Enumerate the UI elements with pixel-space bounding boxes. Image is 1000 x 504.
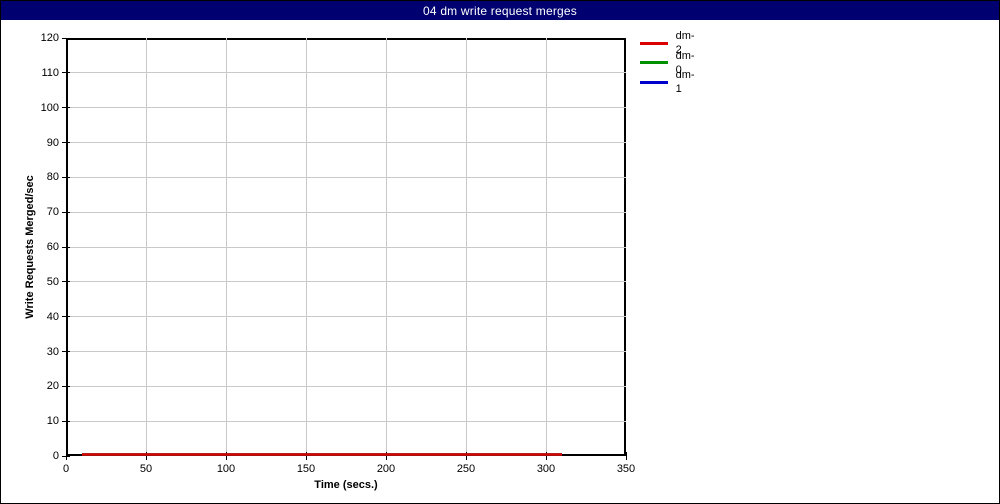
y-tick-label: 90 [46, 136, 59, 149]
legend-item-dm-2: dm-2 [640, 30, 698, 56]
horizontal-gridline [66, 72, 626, 74]
x-axis-tick [225, 452, 227, 460]
x-axis-tick [545, 452, 547, 460]
legend-item-dm-0: dm-0 [640, 50, 698, 76]
y-tick-label: 120 [40, 32, 59, 44]
y-tick-label: 50 [46, 275, 59, 288]
x-axis-tick [625, 452, 627, 460]
x-axis-tick [145, 452, 147, 460]
y-axis-tick [62, 281, 70, 283]
legend-line-swatch [640, 41, 668, 45]
window-title-bar: 04 dm write request merges [1, 1, 999, 20]
horizontal-gridline [66, 246, 626, 248]
y-axis-tick [62, 385, 70, 387]
horizontal-gridline [66, 142, 626, 143]
chart-title: 04 dm write request merges [423, 3, 577, 18]
horizontal-gridline [66, 211, 626, 213]
x-axis-tick [385, 452, 387, 460]
y-tick-label: 100 [40, 101, 59, 114]
y-tick-label: 60 [46, 241, 59, 253]
horizontal-gridline [66, 107, 626, 109]
y-tick-label: 80 [46, 171, 59, 184]
y-tick-label: 20 [46, 380, 59, 393]
horizontal-gridline [66, 420, 626, 422]
y-tick-label: 110 [41, 66, 59, 79]
x-tick-label: 350 [616, 463, 636, 475]
x-tick-label: 150 [296, 463, 316, 475]
horizontal-gridline [66, 281, 626, 283]
legend-label: dm-1 [675, 69, 695, 95]
x-axis-tick [305, 452, 307, 460]
x-tick-label: 250 [456, 463, 476, 475]
horizontal-gridline [66, 351, 626, 352]
y-tick-label: 30 [46, 345, 59, 358]
y-axis-tick [62, 455, 70, 457]
y-tick-label: 40 [46, 310, 59, 323]
y-axis-tick [62, 176, 70, 178]
legend-line-swatch [640, 61, 668, 64]
y-axis-tick [62, 420, 70, 422]
y-axis-tick [62, 351, 70, 352]
x-axis-title: Time (secs.) [314, 479, 378, 491]
x-tick-label: 300 [536, 463, 556, 475]
y-axis-tick [62, 211, 70, 213]
legend-label: dm-0 [675, 49, 695, 76]
series-plot [82, 453, 562, 456]
legend-label: dm-2 [675, 30, 695, 56]
horizontal-gridline [66, 176, 626, 178]
plot-canvas: Time (secs.) Write Requests Merged/sec d… [1, 20, 999, 503]
y-tick-label: 70 [46, 206, 59, 219]
y-tick-label: 10 [46, 415, 59, 428]
y-axis-tick [62, 142, 70, 143]
x-tick-label: 200 [376, 463, 396, 475]
y-axis-tick [62, 107, 70, 109]
legend-item-dm-1: dm-1 [640, 69, 698, 95]
y-axis-tick [62, 246, 70, 248]
horizontal-gridline [66, 316, 626, 318]
y-tick-label: 0 [52, 450, 59, 462]
legend-line-swatch [640, 80, 668, 84]
x-axis-tick [465, 452, 467, 460]
y-axis-tick [62, 316, 70, 318]
x-tick-label: 0 [62, 463, 70, 475]
horizontal-gridline [66, 385, 626, 387]
y-axis-tick [62, 72, 70, 74]
x-tick-label: 100 [216, 463, 236, 475]
y-axis-tick [62, 37, 70, 39]
x-tick-label: 50 [139, 463, 153, 475]
